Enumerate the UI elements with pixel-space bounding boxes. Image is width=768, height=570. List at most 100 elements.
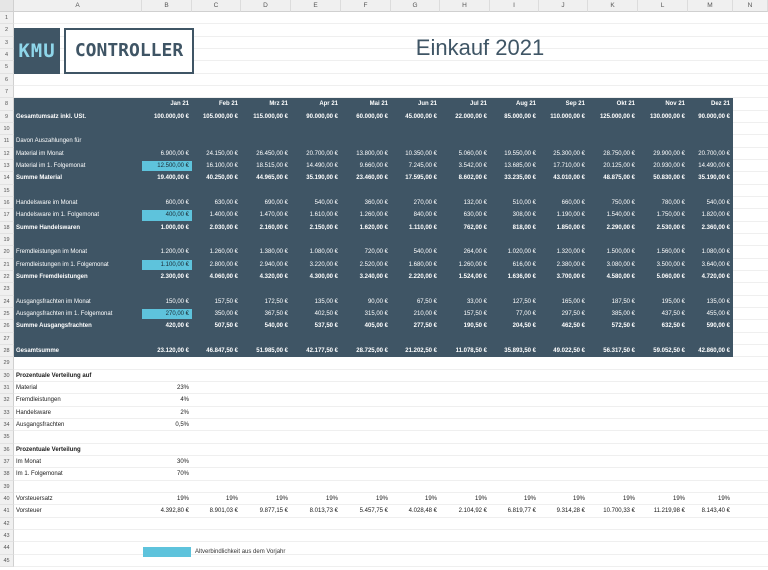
value-cell[interactable]: 632,50 €: [661, 323, 685, 330]
value-cell[interactable]: 16.100,00 €: [206, 162, 238, 169]
value-cell[interactable]: 42.177,50 €: [306, 347, 338, 354]
value-cell[interactable]: 115.000,00 €: [253, 113, 288, 120]
value-cell[interactable]: 28.725,00 €: [356, 347, 388, 354]
row-header-40[interactable]: 40: [0, 492, 14, 506]
value-cell[interactable]: 24.150,00 €: [206, 150, 238, 157]
row-header-42[interactable]: 42: [0, 517, 14, 530]
row-label[interactable]: Ausgangsfrachten im 1. Folgemonat: [16, 310, 113, 317]
value-cell[interactable]: 4%: [180, 397, 189, 404]
value-cell[interactable]: 762,00 €: [463, 224, 487, 231]
value-cell[interactable]: 264,00 €: [463, 249, 487, 256]
value-cell[interactable]: 750,00 €: [611, 199, 635, 206]
month-header[interactable]: Nov 21: [665, 101, 685, 108]
value-cell[interactable]: 8.013,73 €: [309, 508, 338, 515]
value-cell[interactable]: 297,50 €: [561, 310, 585, 317]
month-header[interactable]: Apr 21: [319, 101, 338, 108]
value-cell[interactable]: 90.000,00 €: [306, 113, 338, 120]
row-label[interactable]: Ausgangsfrachten: [16, 421, 65, 428]
row-header-18[interactable]: 18: [0, 221, 14, 234]
row-header-25[interactable]: 25: [0, 307, 14, 321]
value-cell[interactable]: 19%: [672, 495, 685, 502]
row-header-12[interactable]: 12: [0, 147, 14, 160]
value-cell[interactable]: 1.260,00 €: [458, 261, 487, 268]
column-header-f[interactable]: F: [341, 0, 391, 12]
value-cell[interactable]: 50.830,00 €: [653, 175, 685, 182]
value-cell[interactable]: 270,00 €: [142, 308, 192, 320]
value-cell[interactable]: 1.524,00 €: [458, 273, 487, 280]
value-cell[interactable]: 43.010,00 €: [553, 175, 585, 182]
row-header-8[interactable]: 8: [0, 98, 14, 111]
value-cell[interactable]: 3.700,00 €: [556, 273, 585, 280]
value-cell[interactable]: 2.800,00 €: [209, 261, 238, 268]
value-cell[interactable]: 46.847,50 €: [206, 347, 238, 354]
value-cell[interactable]: 5.060,00 €: [656, 273, 685, 280]
row-label[interactable]: Gesamtumsatz inkl. USt.: [16, 113, 87, 120]
value-cell[interactable]: 210,00 €: [413, 310, 437, 317]
row-header-37[interactable]: 37: [0, 455, 14, 469]
value-cell[interactable]: 17.595,00 €: [405, 175, 437, 182]
row-label[interactable]: Material: [16, 384, 38, 391]
value-cell[interactable]: 49.022,50 €: [553, 347, 585, 354]
value-cell[interactable]: 110.000,00 €: [550, 113, 585, 120]
value-cell[interactable]: 20.700,00 €: [306, 150, 338, 157]
column-header-l[interactable]: L: [638, 0, 688, 12]
value-cell[interactable]: 818,00 €: [512, 224, 536, 231]
value-cell[interactable]: 437,50 €: [661, 310, 685, 317]
value-cell[interactable]: 8.143,40 €: [701, 508, 730, 515]
value-cell[interactable]: 367,50 €: [264, 310, 288, 317]
value-cell[interactable]: 590,00 €: [706, 323, 730, 330]
row-header-10[interactable]: 10: [0, 122, 14, 136]
value-cell[interactable]: 462,50 €: [561, 323, 585, 330]
value-cell[interactable]: 630,00 €: [463, 212, 487, 219]
row-label[interactable]: Im 1. Folgemonat: [16, 471, 63, 478]
value-cell[interactable]: 1.020,00 €: [507, 249, 536, 256]
value-cell[interactable]: 405,00 €: [364, 323, 388, 330]
value-cell[interactable]: 455,00 €: [706, 310, 730, 317]
column-header-g[interactable]: G: [391, 0, 440, 12]
value-cell[interactable]: 18.515,00 €: [256, 162, 288, 169]
month-header[interactable]: Aug 21: [515, 101, 536, 108]
column-header-n[interactable]: N: [733, 0, 768, 12]
value-cell[interactable]: 10.350,00 €: [405, 150, 437, 157]
column-header-m[interactable]: M: [688, 0, 733, 12]
value-cell[interactable]: 616,00 €: [512, 261, 536, 268]
value-cell[interactable]: 17.710,00 €: [553, 162, 585, 169]
row-header-34[interactable]: 34: [0, 418, 14, 432]
value-cell[interactable]: 2.520,00 €: [359, 261, 388, 268]
column-header-h[interactable]: H: [440, 0, 490, 12]
value-cell[interactable]: 3.500,00 €: [656, 261, 685, 268]
value-cell[interactable]: 1.320,00 €: [556, 249, 585, 256]
value-cell[interactable]: 165,00 €: [561, 298, 585, 305]
column-header-a[interactable]: A: [14, 0, 142, 12]
value-cell[interactable]: 5.457,75 €: [359, 508, 388, 515]
value-cell[interactable]: 19%: [275, 495, 288, 502]
value-cell[interactable]: 26.450,00 €: [256, 150, 288, 157]
value-cell[interactable]: 19.400,00 €: [157, 175, 189, 182]
value-cell[interactable]: 19.550,00 €: [504, 150, 536, 157]
value-cell[interactable]: 4.028,48 €: [408, 508, 437, 515]
value-cell[interactable]: 1.610,00 €: [309, 212, 338, 219]
value-cell[interactable]: 19%: [424, 495, 437, 502]
value-cell[interactable]: 6.900,00 €: [160, 150, 189, 157]
month-header[interactable]: Jul 21: [469, 101, 487, 108]
value-cell[interactable]: 1.540,00 €: [606, 212, 635, 219]
row-header-15[interactable]: 15: [0, 184, 14, 197]
column-header-e[interactable]: E: [291, 0, 341, 12]
row-label[interactable]: Material im 1. Folgemonat: [16, 162, 86, 169]
value-cell[interactable]: 1.080,00 €: [309, 249, 338, 256]
value-cell[interactable]: 56.317,50 €: [603, 347, 635, 354]
value-cell[interactable]: 1.636,00 €: [507, 273, 536, 280]
row-label[interactable]: Gesamtsumme: [16, 347, 60, 354]
value-cell[interactable]: 44.965,00 €: [256, 175, 288, 182]
row-label[interactable]: Summe Material: [16, 175, 63, 182]
value-cell[interactable]: 33.235,00 €: [504, 175, 536, 182]
row-label[interactable]: Prozentuale Verteilung: [16, 446, 81, 453]
row-header-26[interactable]: 26: [0, 320, 14, 333]
value-cell[interactable]: 4.300,00 €: [309, 273, 338, 280]
value-cell[interactable]: 105.000,00 €: [202, 113, 238, 120]
row-label[interactable]: Fremdleistungen im Monat: [16, 249, 88, 256]
value-cell[interactable]: 1.470,00 €: [259, 212, 288, 219]
row-header-33[interactable]: 33: [0, 406, 14, 419]
value-cell[interactable]: 1.100,00 €: [142, 259, 192, 270]
value-cell[interactable]: 1.750,00 €: [656, 212, 685, 219]
